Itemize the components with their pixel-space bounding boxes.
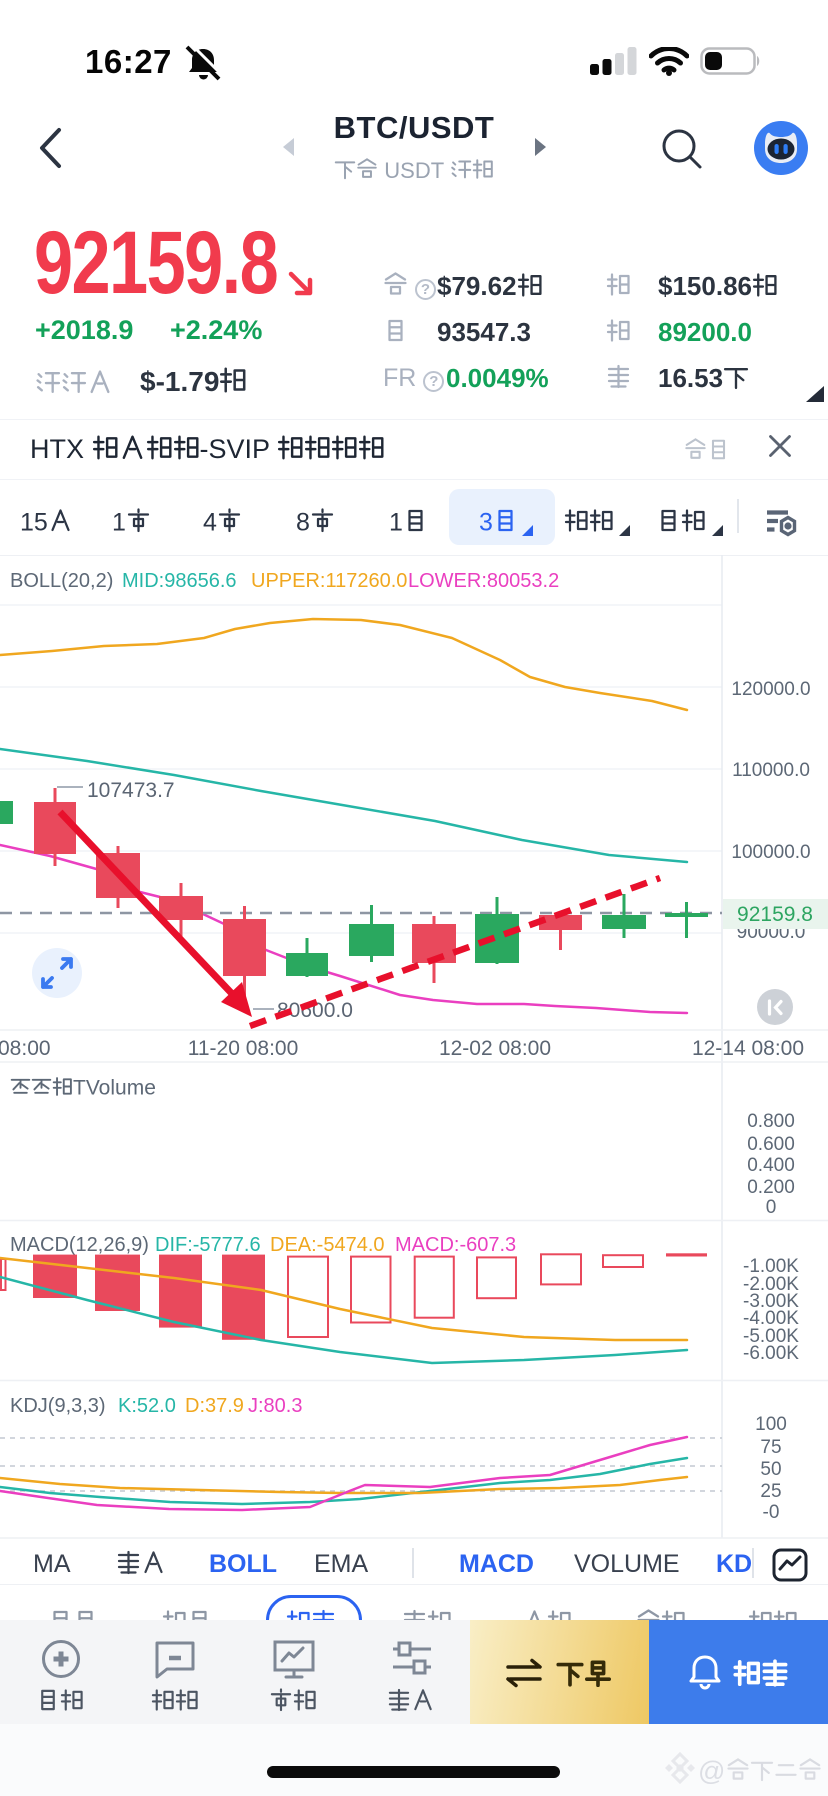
svg-text:107473.7: 107473.7 xyxy=(87,779,175,802)
svg-text:-0: -0 xyxy=(763,1502,780,1523)
svg-text:K:52.0: K:52.0 xyxy=(118,1395,176,1417)
svg-text:J:80.3: J:80.3 xyxy=(248,1395,302,1417)
svg-text:KDJ(9,3,3): KDJ(9,3,3) xyxy=(10,1395,106,1417)
svg-text:0: 0 xyxy=(766,1197,777,1218)
svg-text:DIF:-5777.6: DIF:-5777.6 xyxy=(155,1234,261,1256)
svg-text:-2.00K: -2.00K xyxy=(743,1274,799,1295)
svg-text:75: 75 xyxy=(760,1437,781,1458)
svg-text:12-14 08:00: 12-14 08:00 xyxy=(692,1037,804,1060)
svg-text:MACD:-607.3: MACD:-607.3 xyxy=(395,1234,516,1256)
svg-text:92159.8: 92159.8 xyxy=(737,903,813,926)
svg-text:BOLL(20,2): BOLL(20,2) xyxy=(10,570,113,592)
svg-text:UPPER:117260.0: UPPER:117260.0 xyxy=(251,570,407,592)
svg-text:0.200: 0.200 xyxy=(747,1177,795,1198)
svg-text:100: 100 xyxy=(755,1414,787,1435)
svg-text:-6.00K: -6.00K xyxy=(743,1343,799,1364)
svg-text:80600.0: 80600.0 xyxy=(277,999,353,1022)
svg-text:120000.0: 120000.0 xyxy=(731,679,810,700)
svg-text:-3.00K: -3.00K xyxy=(743,1291,799,1312)
svg-text:LOWER:80053.2: LOWER:80053.2 xyxy=(408,570,559,592)
svg-text:11-20 08:00: 11-20 08:00 xyxy=(188,1037,299,1060)
svg-text:D:37.9: D:37.9 xyxy=(185,1395,244,1417)
svg-text:25: 25 xyxy=(760,1481,781,1502)
svg-text:50: 50 xyxy=(760,1459,781,1480)
svg-text:MACD(12,26,9): MACD(12,26,9) xyxy=(10,1234,149,1256)
svg-text:-1.00K: -1.00K xyxy=(743,1256,799,1277)
svg-text:-4.00K: -4.00K xyxy=(743,1308,799,1329)
svg-text:08:00: 08:00 xyxy=(0,1037,51,1060)
svg-text:0.400: 0.400 xyxy=(747,1155,795,1176)
svg-text:100000.0: 100000.0 xyxy=(731,842,810,863)
svg-text:0.800: 0.800 xyxy=(747,1111,795,1132)
svg-text:-5.00K: -5.00K xyxy=(743,1326,799,1347)
svg-text:DEA:-5474.0: DEA:-5474.0 xyxy=(270,1234,385,1256)
svg-text:12-02 08:00: 12-02 08:00 xyxy=(439,1037,551,1060)
svg-text:110000.0: 110000.0 xyxy=(732,760,810,781)
svg-text:0.600: 0.600 xyxy=(747,1134,795,1155)
svg-text:MID:98656.6: MID:98656.6 xyxy=(122,570,237,592)
